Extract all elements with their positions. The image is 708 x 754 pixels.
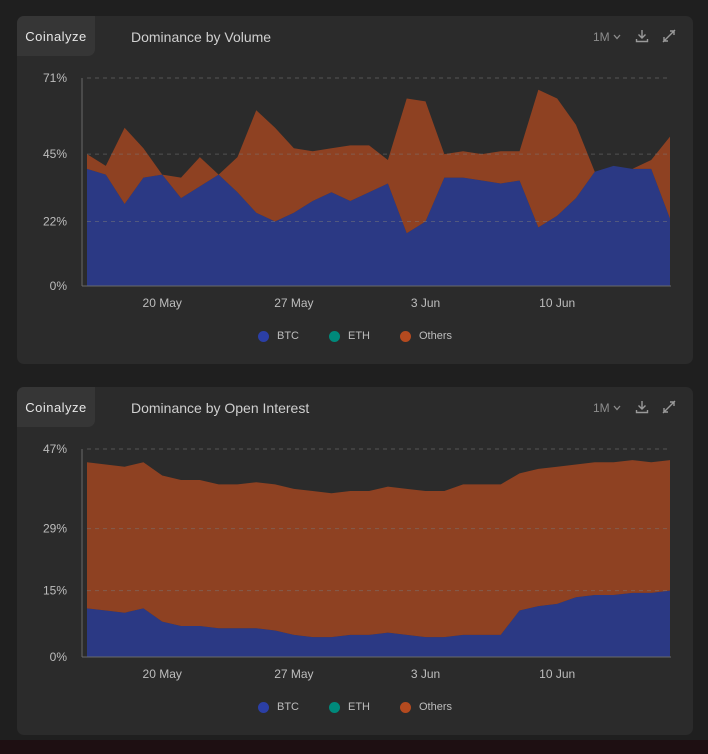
compress-icon[interactable]	[662, 400, 676, 414]
bottom-strip	[0, 740, 708, 754]
download-icon[interactable]	[635, 400, 649, 414]
x-tick-label: 3 Jun	[411, 667, 440, 681]
legend-dot	[328, 701, 340, 713]
brand-logo: Coinalyze	[17, 387, 95, 427]
download-icon[interactable]	[635, 29, 649, 43]
legend-label: Others	[418, 701, 452, 713]
chart-legend: BTC ETH Others	[17, 699, 693, 715]
area-series	[87, 460, 670, 657]
x-tick-label: 27 May	[274, 296, 313, 310]
open-interest-dominance-panel: 47% 29% 15% 0% 20 May 27 May 3 Jun 10 Jun Coina…	[17, 387, 693, 735]
y-tick-label: 15%	[43, 584, 67, 598]
legend-dot	[399, 330, 411, 342]
panel-title: Dominance by Open Interest	[131, 400, 310, 416]
compress-icon[interactable]	[662, 29, 676, 43]
legend-label: BTC	[276, 701, 299, 713]
legend-label: ETH	[347, 701, 370, 713]
area-series	[87, 89, 670, 286]
open-interest-dominance-chart: 47% 29% 15% 0% 20 May 27 May 3 Jun 10 Jun	[43, 442, 671, 681]
legend-dot	[328, 330, 340, 342]
y-tick-label: 22%	[43, 215, 67, 229]
legend-item-eth[interactable]: ETH	[328, 699, 370, 715]
x-tick-label: 3 Jun	[411, 296, 440, 310]
range-label: 1M	[593, 30, 610, 44]
volume-dominance-chart: 71% 45% 22% 0% 20 May 27 May 3 Jun 10 Jun	[43, 71, 671, 310]
legend-label: ETH	[347, 330, 370, 342]
x-tick-label: 27 May	[274, 667, 313, 681]
x-tick-label: 20 May	[143, 667, 182, 681]
legend-dot	[257, 701, 269, 713]
y-tick-label: 0%	[50, 650, 68, 664]
chevron-down-icon	[613, 34, 621, 40]
chart-legend: BTC ETH Others	[17, 328, 693, 344]
y-tick-label: 47%	[43, 442, 67, 456]
legend-label: BTC	[276, 330, 299, 342]
legend-dot	[399, 701, 411, 713]
legend-item-others[interactable]: Others	[399, 328, 452, 344]
x-tick-label: 10 Jun	[539, 667, 575, 681]
y-tick-label: 0%	[50, 279, 68, 293]
area-btc	[87, 165, 670, 286]
legend-item-others[interactable]: Others	[399, 699, 452, 715]
range-label: 1M	[593, 401, 610, 415]
y-tick-label: 29%	[43, 522, 67, 536]
legend-item-btc[interactable]: BTC	[257, 699, 299, 715]
chevron-down-icon	[613, 405, 621, 411]
area-others	[87, 460, 670, 638]
range-selector[interactable]: 1M	[593, 401, 621, 415]
volume-dominance-panel: 71% 45% 22% 0% 20 May 27 May 3 Jun 10 Jun Coina…	[17, 16, 693, 364]
legend-label: Others	[418, 330, 452, 342]
legend-item-btc[interactable]: BTC	[257, 328, 299, 344]
legend-dot	[257, 330, 269, 342]
area-others	[87, 89, 670, 234]
y-tick-label: 71%	[43, 71, 67, 85]
panel-title: Dominance by Volume	[131, 29, 272, 45]
legend-item-eth[interactable]: ETH	[328, 328, 370, 344]
x-tick-label: 20 May	[143, 296, 182, 310]
x-tick-label: 10 Jun	[539, 296, 575, 310]
brand-logo: Coinalyze	[17, 16, 95, 56]
y-tick-label: 45%	[43, 147, 67, 161]
range-selector[interactable]: 1M	[593, 30, 621, 44]
area-btc	[87, 590, 670, 657]
